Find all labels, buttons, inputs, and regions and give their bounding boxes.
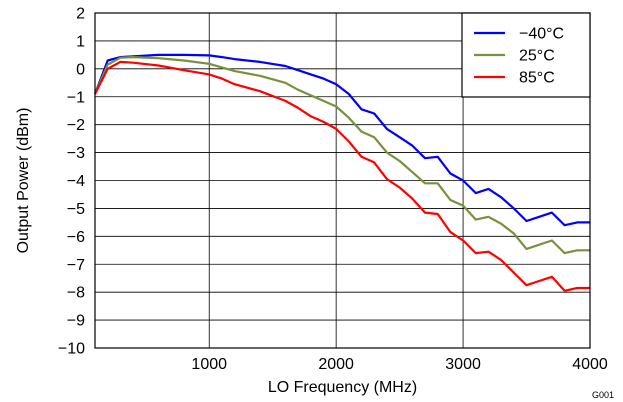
x-tick-label: 3000 xyxy=(445,356,481,373)
y-tick-label: −8 xyxy=(67,285,85,302)
legend-label: 25°C xyxy=(519,48,555,65)
y-tick-label: −1 xyxy=(67,89,85,106)
y-tick-label: −7 xyxy=(67,257,85,274)
legend: −40°C 25°C 85°C xyxy=(461,12,591,98)
legend-label: 85°C xyxy=(519,70,555,87)
y-tick-label: −4 xyxy=(67,173,85,190)
x-tick-label: 1000 xyxy=(191,356,227,373)
y-tick-label: 0 xyxy=(76,61,85,78)
grid xyxy=(95,13,590,348)
y-tick-labels: 2 1 0 −1 −2 −3 −4 −5 −6 −7 −8 −9 −10 xyxy=(58,6,85,358)
x-tick-label: 2000 xyxy=(318,356,354,373)
plot-frame xyxy=(94,12,591,349)
x-tick-label: 4000 xyxy=(572,356,608,373)
x-tick-labels: 1000 2000 3000 4000 xyxy=(191,356,607,373)
x-axis-title: LO Frequency (MHz) xyxy=(268,379,417,396)
y-tick-label: −9 xyxy=(67,313,85,330)
series-lines xyxy=(93,53,590,292)
y-tick-label: 1 xyxy=(76,33,85,50)
y-tick-label: −6 xyxy=(67,229,85,246)
y-tick-label: −10 xyxy=(58,341,85,358)
y-tick-label: −2 xyxy=(67,117,85,134)
series-line xyxy=(93,55,590,255)
y-tick-label: −3 xyxy=(67,145,85,162)
series-line xyxy=(93,53,590,227)
y-tick-label: −5 xyxy=(67,201,85,218)
legend-label: −40°C xyxy=(519,26,564,43)
y-tick-label: 2 xyxy=(76,6,85,23)
series-line xyxy=(94,60,590,292)
figure-id: G001 xyxy=(592,390,614,400)
y-axis-title: Output Power (dBm) xyxy=(15,108,32,254)
